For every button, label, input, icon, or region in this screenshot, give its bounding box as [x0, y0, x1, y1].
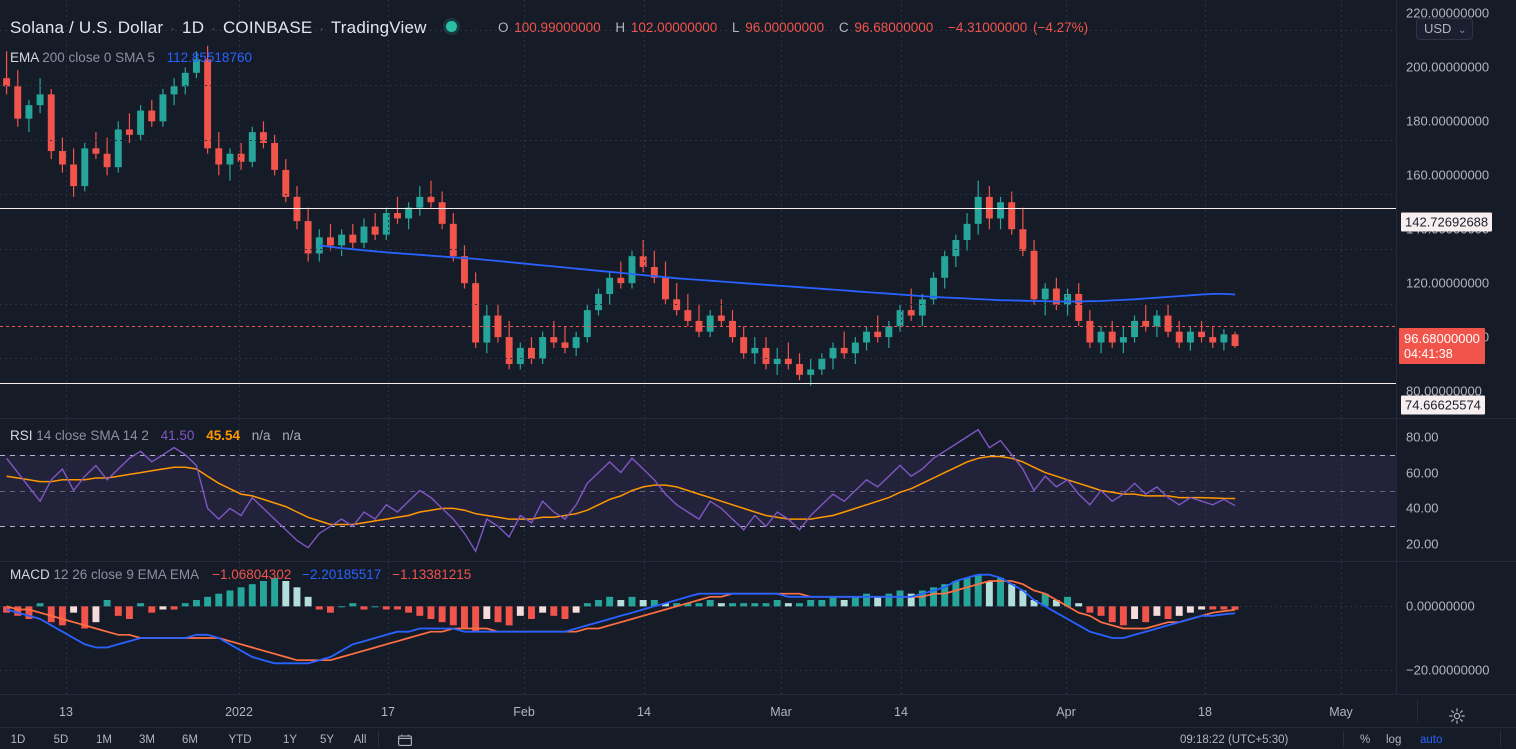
price-tick-label: 120.00000000 [1406, 275, 1490, 291]
auto-scale-toggle[interactable]: auto [1420, 734, 1443, 746]
bottom-toolbar[interactable]: 09:18:22 (UTC+5:30) % log auto 1D 5D 1M 3M 6… [0, 727, 1516, 749]
range-button-5d[interactable]: 5D [53, 734, 69, 746]
price-tick-label: 160.00000000 [1406, 167, 1490, 183]
time-tick-label: Mar [770, 705, 792, 719]
time-tick-label: 18 [1198, 705, 1212, 719]
divider [1343, 731, 1344, 747]
calendar-icon[interactable] [398, 734, 412, 746]
price-scale[interactable]: 220.00000000 200.00000000 180.00000000 160.… [1397, 0, 1516, 418]
support-level-line[interactable] [0, 383, 1396, 384]
resistance-level-line[interactable] [0, 208, 1396, 209]
current-price-line [0, 326, 1396, 327]
price-tick-label: 180.00000000 [1406, 113, 1490, 129]
time-scale[interactable]: 13 2022 17 Feb 14 Mar 14 Apr 18 May [0, 694, 1516, 727]
ema-overlay-line [319, 244, 1236, 303]
range-button-all[interactable]: All [353, 734, 367, 746]
price-level-tag[interactable]: 74.66625574 [1401, 395, 1485, 415]
range-button-1m[interactable]: 1M [96, 734, 112, 746]
range-button-3m[interactable]: 3M [139, 734, 155, 746]
price-axis-column[interactable]: 220.00000000 200.00000000 180.00000000 160.… [1396, 0, 1516, 694]
current-price-value: 96.68000000 [1404, 331, 1480, 347]
chart-panes-container [0, 0, 1396, 694]
rsi-oversold-line [0, 526, 1396, 528]
rsi-tick-label: 20.00 [1406, 536, 1439, 552]
range-button-1d[interactable]: 1D [10, 734, 26, 746]
range-button-5y[interactable]: 5Y [319, 734, 335, 746]
chevron-down-icon: ⌄ [1458, 25, 1467, 36]
time-tick-label: 2022 [225, 705, 253, 719]
macd-tick-label: 0.00000000 [1406, 598, 1475, 614]
macd-tick-label: −20.00000000 [1406, 662, 1490, 678]
percent-scale-toggle[interactable]: % [1360, 734, 1371, 746]
macd-scale[interactable]: 0.00000000 −20.00000000 [1397, 561, 1516, 694]
bar-countdown: 04:41:38 [1404, 347, 1453, 362]
rsi-scale[interactable]: 80.00 60.00 40.00 20.00 [1397, 418, 1516, 561]
range-button-ytd[interactable]: YTD [228, 734, 252, 746]
rsi-series [6, 428, 1236, 553]
rsi-pane[interactable] [0, 418, 1396, 561]
rsi-midline [0, 490, 1396, 492]
candlestick-series [3, 45, 1239, 386]
gear-icon[interactable] [1449, 708, 1465, 724]
time-tick-label: 14 [637, 705, 651, 719]
current-price-tag[interactable]: 96.68000000 04:41:38 [1399, 328, 1485, 365]
time-tick-label: Feb [513, 705, 535, 719]
time-tick-label: 17 [381, 705, 395, 719]
range-button-1y[interactable]: 1Y [282, 734, 298, 746]
divider [378, 731, 379, 747]
price-tick-label: 220.00000000 [1406, 5, 1490, 21]
price-tick-label: 200.00000000 [1406, 59, 1490, 75]
clock-label[interactable]: 09:18:22 (UTC+5:30) [1180, 734, 1289, 746]
macd-pane[interactable] [0, 561, 1396, 694]
log-scale-toggle[interactable]: log [1386, 734, 1402, 746]
rsi-tick-label: 40.00 [1406, 500, 1439, 516]
price-pane[interactable] [0, 0, 1396, 418]
currency-selector-button[interactable]: USD ⌄ [1416, 18, 1474, 40]
rsi-tick-label: 80.00 [1406, 429, 1439, 445]
macd-series [3, 573, 1239, 665]
rsi-overbought-line [0, 454, 1396, 456]
time-tick-label: Apr [1056, 705, 1076, 719]
currency-label: USD [1424, 21, 1452, 36]
range-button-6m[interactable]: 6M [182, 734, 198, 746]
price-tick-label: 80.00000000 [1406, 383, 1482, 399]
time-tick-label: 13 [59, 705, 73, 719]
price-level-tag[interactable]: 142.72692688 [1401, 212, 1493, 232]
time-tick-label: May [1329, 705, 1353, 719]
divider [1417, 699, 1418, 723]
divider [1500, 731, 1501, 747]
time-tick-label: 14 [894, 705, 908, 719]
rsi-tick-label: 60.00 [1406, 465, 1439, 481]
